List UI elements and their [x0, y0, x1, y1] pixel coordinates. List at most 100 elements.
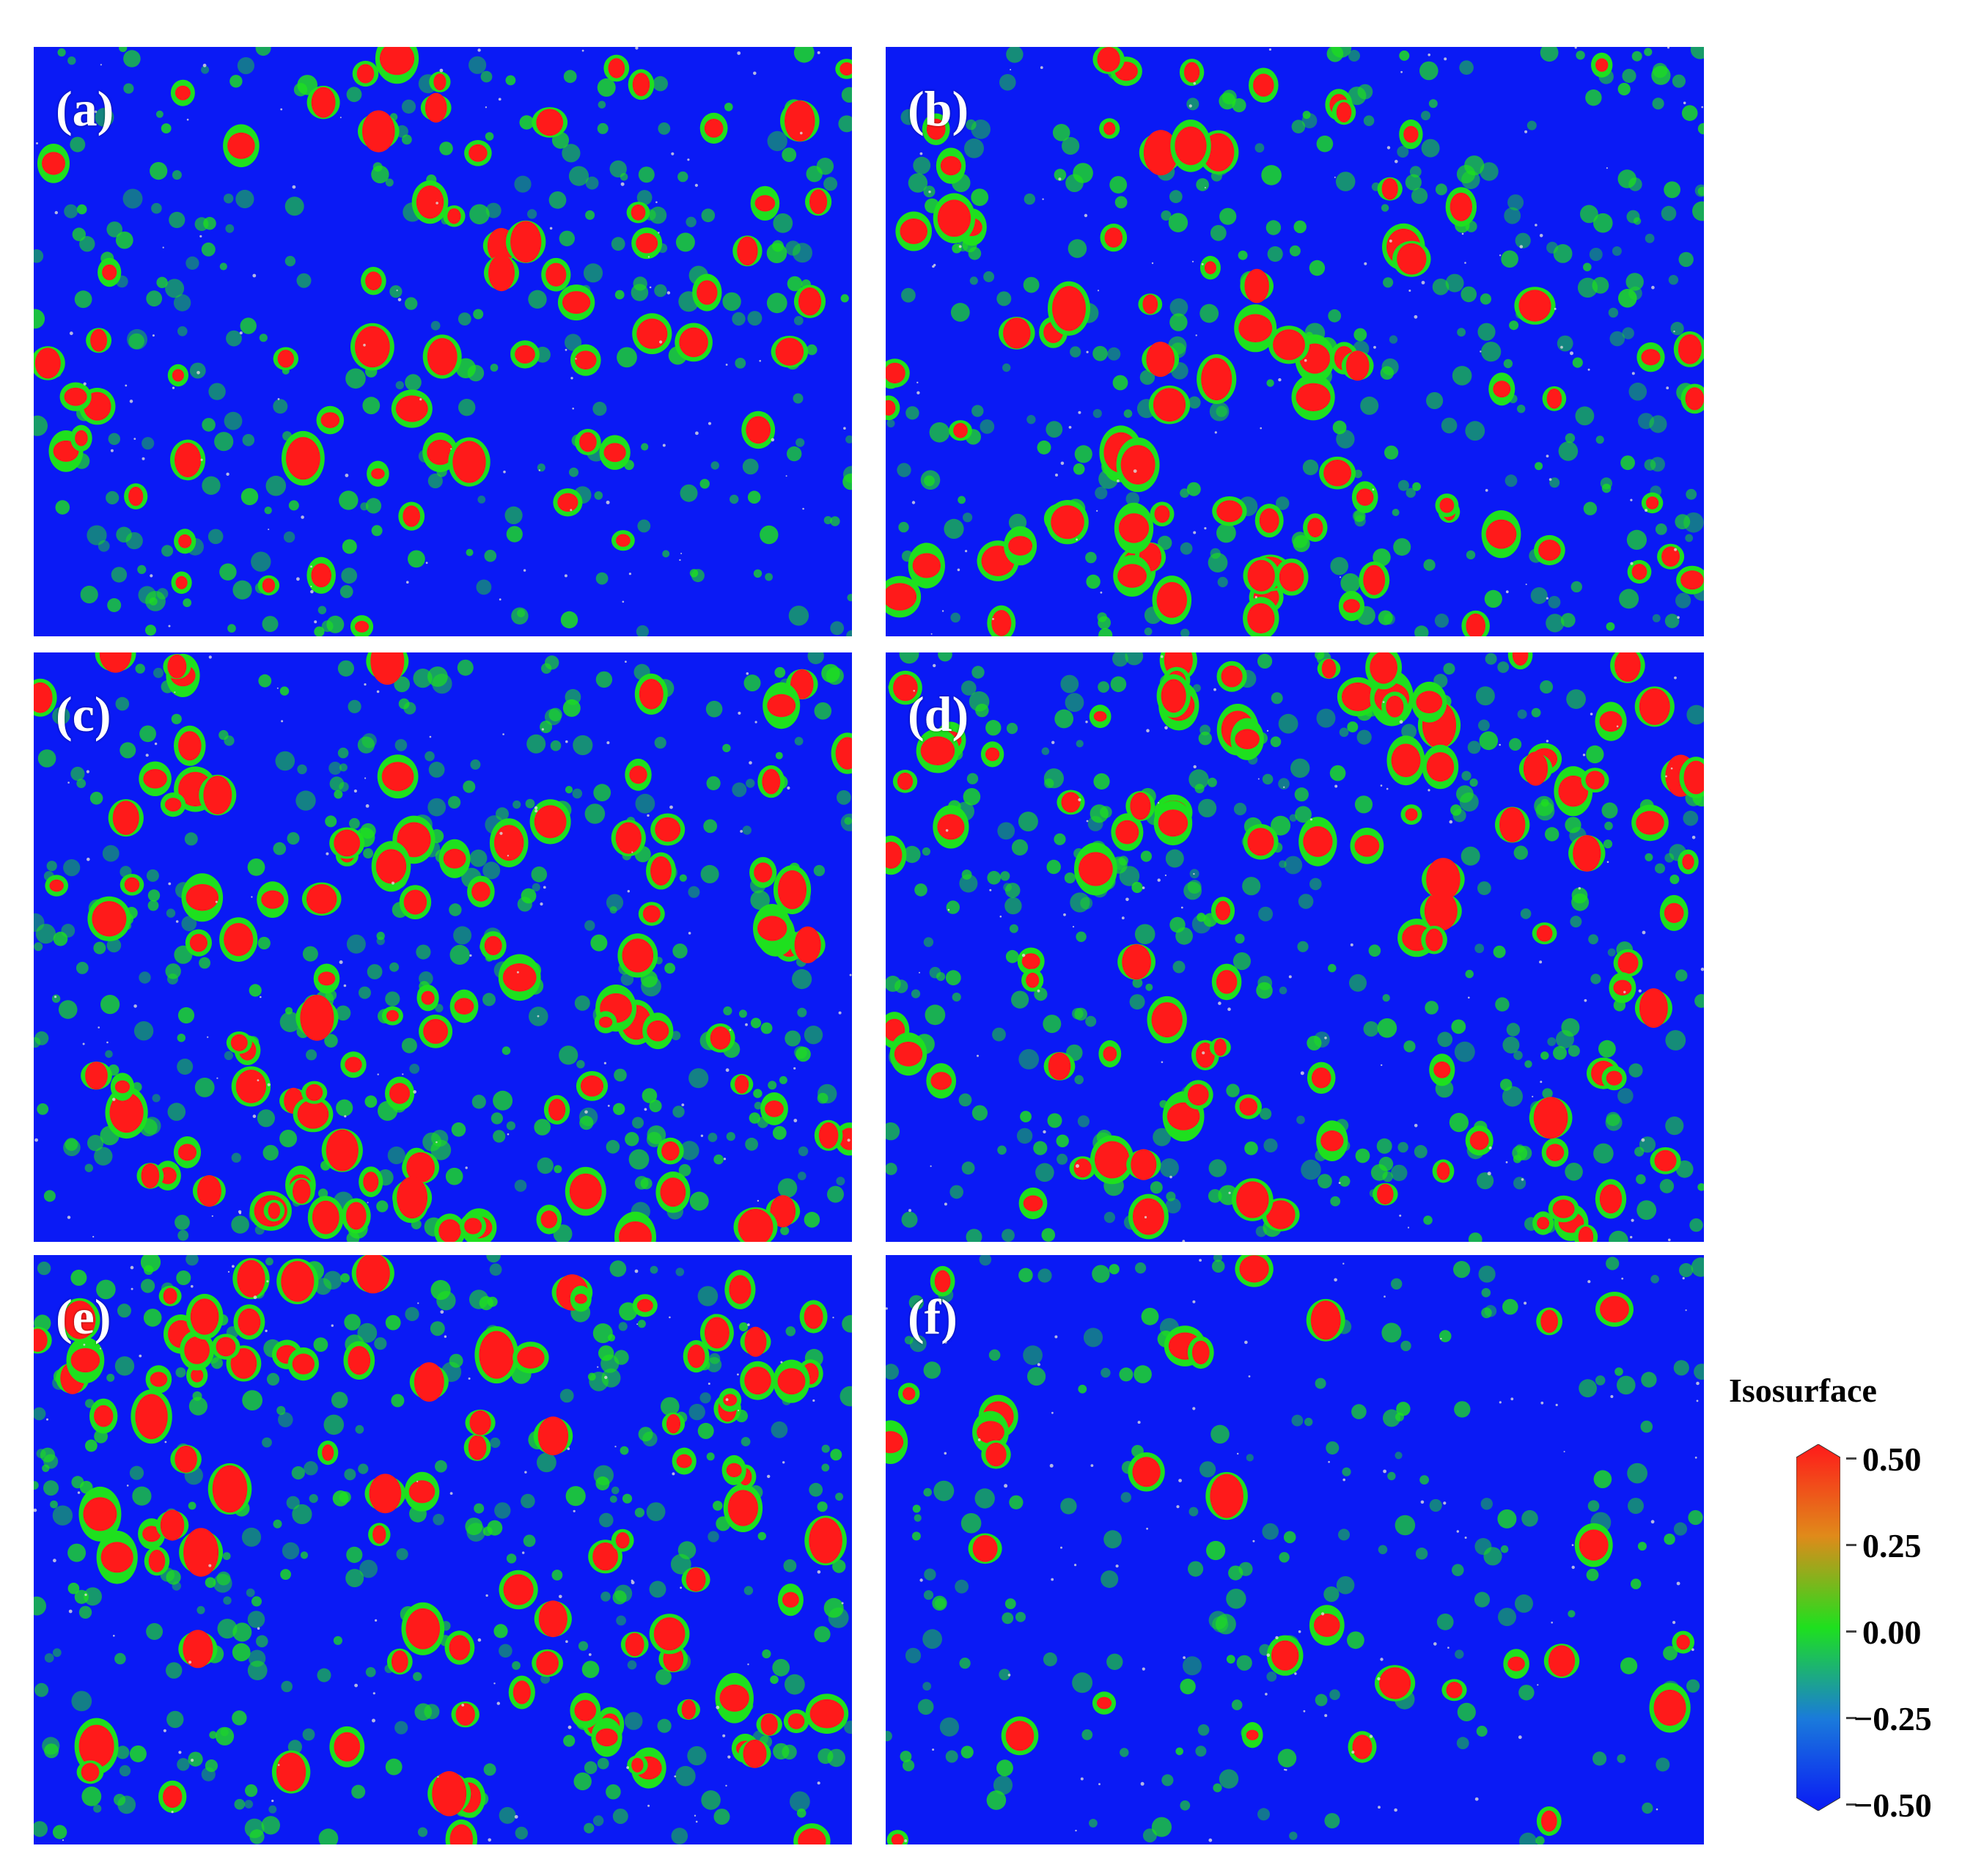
green-blob [295, 790, 316, 811]
green-blob [1120, 1748, 1129, 1757]
atom-dot [1146, 729, 1150, 732]
green-blob [1301, 113, 1318, 128]
green-blob [1453, 1261, 1471, 1279]
red-blob [629, 765, 647, 784]
atom-dot [1193, 872, 1195, 875]
green-blob [1169, 313, 1188, 331]
green-blob [634, 1507, 645, 1518]
red-blob [1654, 1149, 1677, 1171]
red-blob [1381, 177, 1398, 200]
atom-dot [1193, 765, 1197, 769]
green-blob [349, 817, 360, 829]
green-blob [1601, 483, 1612, 493]
green-blob [680, 484, 698, 502]
green-blob [1656, 1757, 1670, 1772]
green-blob [1070, 892, 1090, 913]
red-blob [174, 442, 202, 478]
green-blob [1477, 881, 1491, 895]
green-blob [646, 1502, 666, 1521]
atom-dot [573, 1509, 576, 1512]
green-blob [1262, 773, 1274, 785]
green-blob [185, 1255, 199, 1266]
green-blob [699, 1392, 711, 1404]
green-blob [1606, 622, 1615, 631]
green-blob [1180, 488, 1189, 498]
green-blob [1242, 877, 1261, 896]
red-blob [53, 440, 79, 462]
atom-dot [1631, 372, 1635, 375]
red-blob [912, 553, 941, 578]
green-blob [1689, 1218, 1703, 1232]
atom-dot [1525, 584, 1527, 586]
green-blob [1636, 1200, 1657, 1220]
red-blob [985, 1442, 1007, 1467]
atom-dot [522, 1551, 525, 1554]
green-blob [1376, 1138, 1392, 1154]
red-blob [1426, 858, 1461, 901]
green-blob [1186, 98, 1199, 111]
red-blob [276, 1752, 306, 1792]
atom-dot [932, 1748, 935, 1751]
green-blob [1484, 589, 1502, 608]
green-blob [1085, 551, 1097, 564]
red-blob [762, 768, 781, 795]
green-blob [152, 1094, 161, 1103]
green-blob [1663, 1646, 1678, 1660]
green-blob [512, 1661, 521, 1670]
atom-dot [227, 1270, 230, 1273]
green-blob [657, 1718, 672, 1733]
red-blob [311, 87, 336, 118]
green-blob [1612, 246, 1622, 256]
green-blob [687, 1746, 707, 1766]
atom-dot [54, 210, 58, 215]
green-blob [1655, 863, 1665, 874]
atom-dot [659, 340, 663, 344]
green-blob [337, 660, 354, 677]
green-blob [747, 311, 763, 326]
green-blob [1665, 1030, 1686, 1051]
atom-dot [175, 920, 179, 923]
red-blob [704, 119, 724, 138]
red-blob [356, 64, 375, 84]
green-blob [244, 1800, 254, 1809]
green-blob [775, 751, 783, 759]
green-blob [576, 1060, 585, 1069]
red-blob [760, 1713, 778, 1736]
green-blob [34, 415, 48, 436]
atom-dot [188, 1660, 192, 1664]
green-blob [1015, 1611, 1026, 1622]
green-blob [1697, 1183, 1704, 1191]
green-blob [1165, 849, 1184, 868]
green-blob [1284, 856, 1303, 875]
green-blob [1509, 737, 1522, 751]
red-blob [785, 100, 815, 141]
atom-dot [226, 472, 229, 476]
tick-mark-1 [1846, 1544, 1856, 1546]
green-blob [72, 227, 86, 241]
green-blob [244, 1818, 265, 1839]
green-blob [483, 1763, 496, 1776]
green-blob [1587, 1500, 1600, 1512]
atom-dot [1265, 1693, 1268, 1696]
green-blob [774, 666, 786, 678]
green-blob [1513, 1177, 1526, 1190]
atom-dot [1043, 1130, 1046, 1134]
red-blob [1175, 126, 1207, 166]
green-blob [194, 1078, 215, 1097]
red-blob [642, 905, 661, 923]
green-blob [360, 502, 369, 511]
green-blob [760, 1022, 773, 1034]
green-blob [1263, 1138, 1278, 1153]
green-blob [37, 1103, 49, 1115]
atom-dot [1674, 548, 1678, 551]
green-blob [1675, 514, 1691, 529]
green-blob [980, 419, 995, 434]
green-blob [823, 516, 832, 525]
green-blob [1519, 1832, 1537, 1844]
red-blob [681, 1699, 696, 1720]
green-blob [512, 800, 521, 809]
red-blob [34, 1328, 48, 1352]
red-blob [1537, 1216, 1550, 1230]
green-blob [147, 889, 161, 902]
atom-dot [928, 191, 931, 194]
